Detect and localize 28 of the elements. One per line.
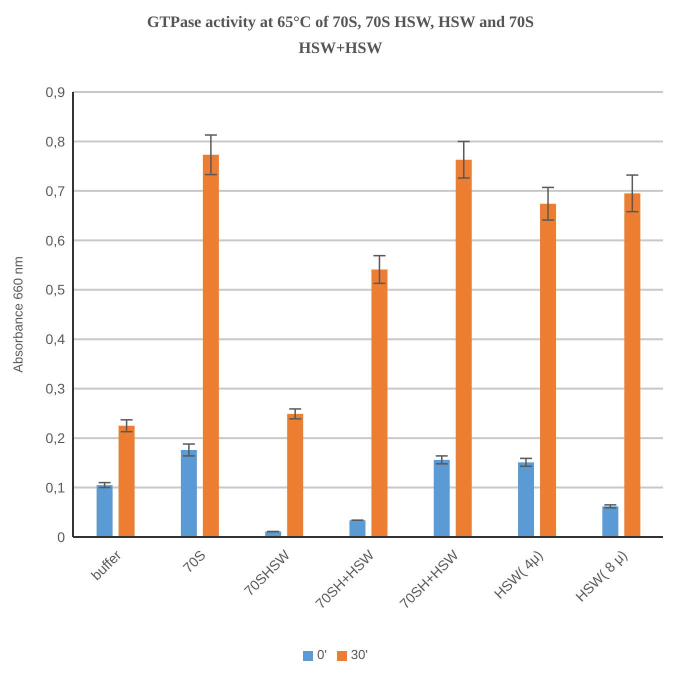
- y-tick-label: 0,8: [46, 133, 66, 150]
- y-tick-label: 0,9: [46, 84, 66, 100]
- bar: [434, 460, 450, 537]
- y-tick-label: 0,5: [46, 282, 66, 298]
- y-tick-label: 0,3: [46, 380, 66, 397]
- x-tick-label: 70S: [180, 546, 209, 576]
- chart-title: GTPase activity at 65°C of 70S, 70S HSW, HSW and 70S HSW+HSW: [146, 13, 535, 59]
- y-tick-label: 0,2: [46, 430, 66, 446]
- bar: [624, 193, 640, 537]
- y-tick-label: 0,4: [46, 331, 66, 348]
- bar: [349, 520, 366, 537]
- bar: [602, 506, 618, 537]
- bar: [118, 426, 135, 537]
- bar: [371, 270, 388, 537]
- y-tick-label: 0,1: [46, 480, 66, 496]
- bar: [287, 414, 304, 537]
- bar: [202, 154, 219, 537]
- y-tick-label: 0,6: [46, 232, 66, 248]
- bar: [96, 485, 113, 537]
- legend-label: 0': [317, 647, 327, 662]
- y-tick-label: 0: [57, 528, 66, 545]
- bar: [180, 450, 197, 537]
- y-axis-title: Absorbance 660 nm: [10, 256, 26, 373]
- legend-label: 30': [350, 647, 368, 662]
- bar: [540, 204, 556, 537]
- bar: [518, 462, 534, 537]
- y-tick-label: 0,7: [46, 182, 66, 199]
- bar: [456, 160, 472, 537]
